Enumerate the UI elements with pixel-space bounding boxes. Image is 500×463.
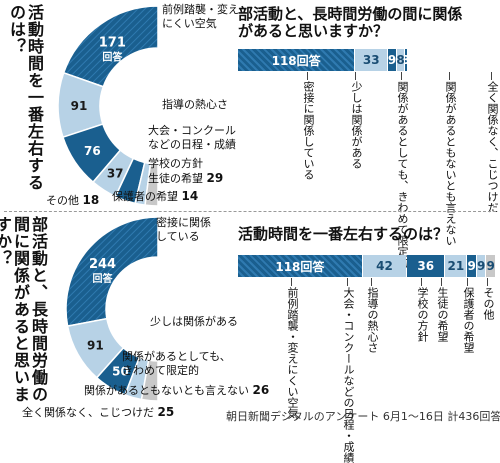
bottom-bar-segment-6: 9: [486, 255, 495, 277]
bottom-bar-labels: 前例踏襲・変えにくい空気 大会・コンクールなどの日程・成績 指導の熱心さ 学校の方針生…: [238, 278, 498, 463]
top-bar-label-3: 関係があるともないとも言えない: [444, 81, 457, 246]
top-left-label-1: 指導の熱心さ: [162, 98, 228, 111]
top-bar-segment-4: 3: [405, 49, 407, 71]
top-bar-label-4: 全く関係なく、こじつけだ: [486, 81, 499, 213]
top-left-label-2: 大会・コンクール などの日程・成績: [148, 124, 236, 151]
bottom-bar-label-2: 指導の熱心さ: [366, 287, 379, 353]
bottom-bar-connector-3: [421, 278, 422, 286]
top-bar-connector-3: [449, 72, 450, 80]
top-donut-unit-label: 回答: [102, 51, 123, 64]
bottom-left-label-2: 関係があるとしても、 きわめて限定的: [122, 350, 231, 377]
top-bar-connector-4: [491, 72, 492, 80]
bottom-panel: 部活動と、長時間労働の間に関係があると思いますか？ 244 回答 91 50 密接に関…: [0, 212, 500, 463]
bottom-right-title: 活動時間を一番左右するのは？: [238, 225, 449, 243]
bottom-bar-connector-6: [487, 278, 488, 286]
top-bar-segment-1: 33: [355, 49, 388, 71]
bottom-left-label-4: 全く関係なく、こじつけだ 25: [22, 405, 175, 420]
bottom-left-label-0: 密接に関係 している: [156, 216, 211, 243]
top-bar-label-2: 関係があるとしても、きわめて限定的: [396, 81, 409, 268]
bottom-bar-label-6: その他: [482, 287, 495, 320]
top-left-label-5: 保護者の希望 14: [112, 189, 199, 204]
top-bar-segment-0: 118回答: [238, 49, 355, 71]
bottom-donut-value-1: 91: [87, 338, 104, 352]
bottom-donut-value-0: 244: [89, 257, 116, 272]
bottom-bar-label-1: 大会・コンクールなどの日程・成績: [342, 287, 355, 463]
top-donut-value-0: 171: [99, 36, 126, 51]
bottom-bar-connector-2: [371, 278, 372, 286]
top-left-label-6: その他 18: [46, 193, 100, 208]
top-bar-connector-2: [401, 72, 402, 80]
footer-source: 朝日新聞デジタルのアンケート 6月1～16日 計436回答: [226, 410, 500, 423]
top-left-title: 活動時間を一番左右するのは？: [7, 4, 44, 191]
top-right-title: 部活動と、長時間労働の間に関係 があると思いますか？: [238, 6, 462, 40]
bottom-bar-label-3: 学校の方針: [416, 287, 429, 342]
top-donut-value-1: 91: [71, 99, 88, 113]
top-donut-value-2: 76: [84, 144, 101, 158]
bottom-bar-connector-5: [467, 278, 468, 286]
top-right-title-line2: があると思いますか？: [238, 22, 389, 40]
top-left-label-3: 学校の方針: [148, 157, 203, 170]
bottom-donut-slice-0: [65, 216, 159, 328]
bottom-bar-label-5: 保護者の希望: [462, 287, 475, 353]
top-bar-connector-1: [355, 72, 356, 80]
top-bar-chart: 118回答33983: [238, 49, 408, 71]
top-donut-value-3: 37: [107, 166, 124, 180]
top-right-title-line1: 部活動と、長時間労働の間に関係: [238, 5, 463, 23]
bottom-bar-chart: 118回答 42 36 21 9 9 9: [238, 255, 496, 277]
bottom-donut-slice-4: [140, 359, 159, 402]
top-bar-labels: 密接に関係している 少しは関係がある 関係があるとしても、きわめて限定的 関係があると…: [238, 72, 499, 268]
bottom-left-label-3: 関係があるともないとも言えない 26: [84, 383, 270, 398]
panel-divider: [4, 211, 496, 212]
bottom-bar-connector-0: [291, 278, 292, 286]
top-bar-label-1: 少しは関係がある: [350, 81, 363, 169]
top-bar-label-0: 密接に関係している: [302, 81, 315, 180]
bottom-bar-label-4: 生徒の希望: [436, 287, 449, 342]
bottom-left-title: 部活動と、長時間労働の間に関係があると思いますか？: [0, 216, 48, 403]
top-panel: 活動時間を一番左右するのは？ 171 回答 91 76 37 前例踏襲・変え にくい空気 …: [0, 0, 500, 268]
bottom-bar-segment-3: 21: [445, 255, 467, 277]
top-left-label-4: 生徒の希望 29: [148, 171, 224, 186]
bottom-donut-unit-label: 回答: [93, 272, 114, 285]
top-left-label-0: 前例踏襲・変え にくい空気: [162, 3, 239, 30]
top-bar-segment-2: 9: [388, 49, 397, 71]
top-donut-slice-6: [144, 162, 159, 207]
top-bar-connector-0: [307, 72, 308, 80]
bottom-bar-connector-4: [441, 278, 442, 286]
bottom-left-label-1: 少しは関係がある: [150, 315, 238, 328]
bottom-bar-segment-4: 9: [467, 255, 476, 277]
bottom-donut-value-2: 50: [112, 364, 129, 378]
bottom-bar-connector-1: [347, 278, 348, 286]
bottom-bar-segment-2: 36: [407, 255, 445, 277]
top-bar-segment-3: 8: [397, 49, 405, 71]
bottom-bar-label-0: 前例踏襲・変えにくい空気: [286, 287, 299, 419]
bottom-bar-segment-5: 9: [476, 255, 486, 277]
bottom-bar-segment-0: 118回答: [238, 255, 362, 277]
bottom-bar-segment-1: 42: [362, 255, 407, 277]
